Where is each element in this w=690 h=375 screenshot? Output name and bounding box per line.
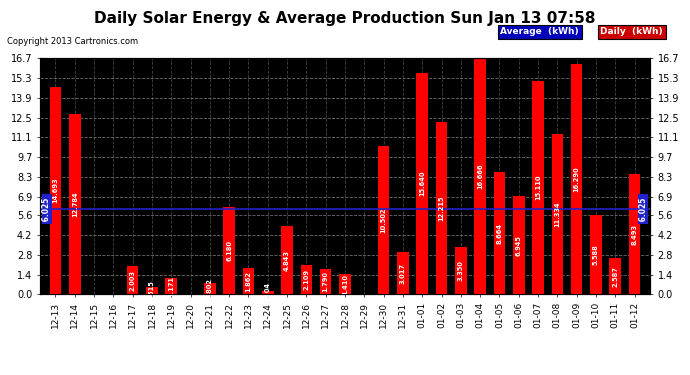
Text: 5.588: 5.588 <box>593 244 599 265</box>
Bar <box>243 268 255 294</box>
Text: 1.171: 1.171 <box>168 276 175 297</box>
Bar <box>629 174 640 294</box>
Bar <box>127 266 139 294</box>
Text: Copyright 2013 Cartronics.com: Copyright 2013 Cartronics.com <box>7 38 138 46</box>
Text: 1.410: 1.410 <box>342 274 348 295</box>
Bar <box>262 291 273 294</box>
Bar <box>166 278 177 294</box>
Text: 12.215: 12.215 <box>439 195 444 221</box>
Text: 6.025: 6.025 <box>639 195 648 224</box>
Bar <box>474 58 486 294</box>
Text: 1.862: 1.862 <box>246 271 251 292</box>
Text: 6.945: 6.945 <box>515 235 522 256</box>
Bar <box>320 269 331 294</box>
Bar <box>493 172 505 294</box>
Bar <box>551 134 563 294</box>
Text: 4.843: 4.843 <box>284 250 290 271</box>
Text: 8.493: 8.493 <box>631 224 638 245</box>
Bar <box>224 207 235 294</box>
Text: 16.666: 16.666 <box>477 164 483 189</box>
Bar <box>532 81 544 294</box>
Text: 15.110: 15.110 <box>535 175 541 200</box>
Text: 6.180: 6.180 <box>226 240 232 261</box>
Bar <box>590 215 602 294</box>
Text: 11.334: 11.334 <box>554 201 560 227</box>
Text: 2.109: 2.109 <box>304 269 309 290</box>
Bar <box>397 252 408 294</box>
Bar <box>282 226 293 294</box>
Bar <box>378 146 389 294</box>
Text: 2.003: 2.003 <box>130 270 136 291</box>
Bar <box>50 87 61 294</box>
Text: 15.640: 15.640 <box>420 171 425 196</box>
Text: 0.802: 0.802 <box>207 278 213 299</box>
Text: 10.502: 10.502 <box>381 207 386 233</box>
Bar <box>513 196 524 294</box>
Bar <box>417 73 428 294</box>
Text: Average  (kWh): Average (kWh) <box>500 27 579 36</box>
Text: 6.025: 6.025 <box>42 195 51 224</box>
Text: 8.664: 8.664 <box>496 223 502 244</box>
Bar <box>609 258 621 294</box>
Text: 16.290: 16.290 <box>573 166 580 192</box>
Bar <box>339 274 351 294</box>
Text: 12.784: 12.784 <box>72 191 78 217</box>
Bar <box>301 264 312 294</box>
Text: Daily  (kWh): Daily (kWh) <box>600 27 663 36</box>
Bar <box>435 122 447 294</box>
Text: 1.790: 1.790 <box>323 271 328 292</box>
Text: 14.693: 14.693 <box>52 178 59 203</box>
Bar <box>204 283 216 294</box>
Text: 0.204: 0.204 <box>265 282 270 303</box>
Text: 2.587: 2.587 <box>612 266 618 286</box>
Text: 3.350: 3.350 <box>458 260 464 281</box>
Text: 3.017: 3.017 <box>400 262 406 284</box>
Text: Daily Solar Energy & Average Production Sun Jan 13 07:58: Daily Solar Energy & Average Production … <box>95 11 595 26</box>
Bar <box>69 114 81 294</box>
Bar <box>571 64 582 294</box>
Text: 0.515: 0.515 <box>149 280 155 301</box>
Bar <box>146 287 158 294</box>
Bar <box>455 247 466 294</box>
